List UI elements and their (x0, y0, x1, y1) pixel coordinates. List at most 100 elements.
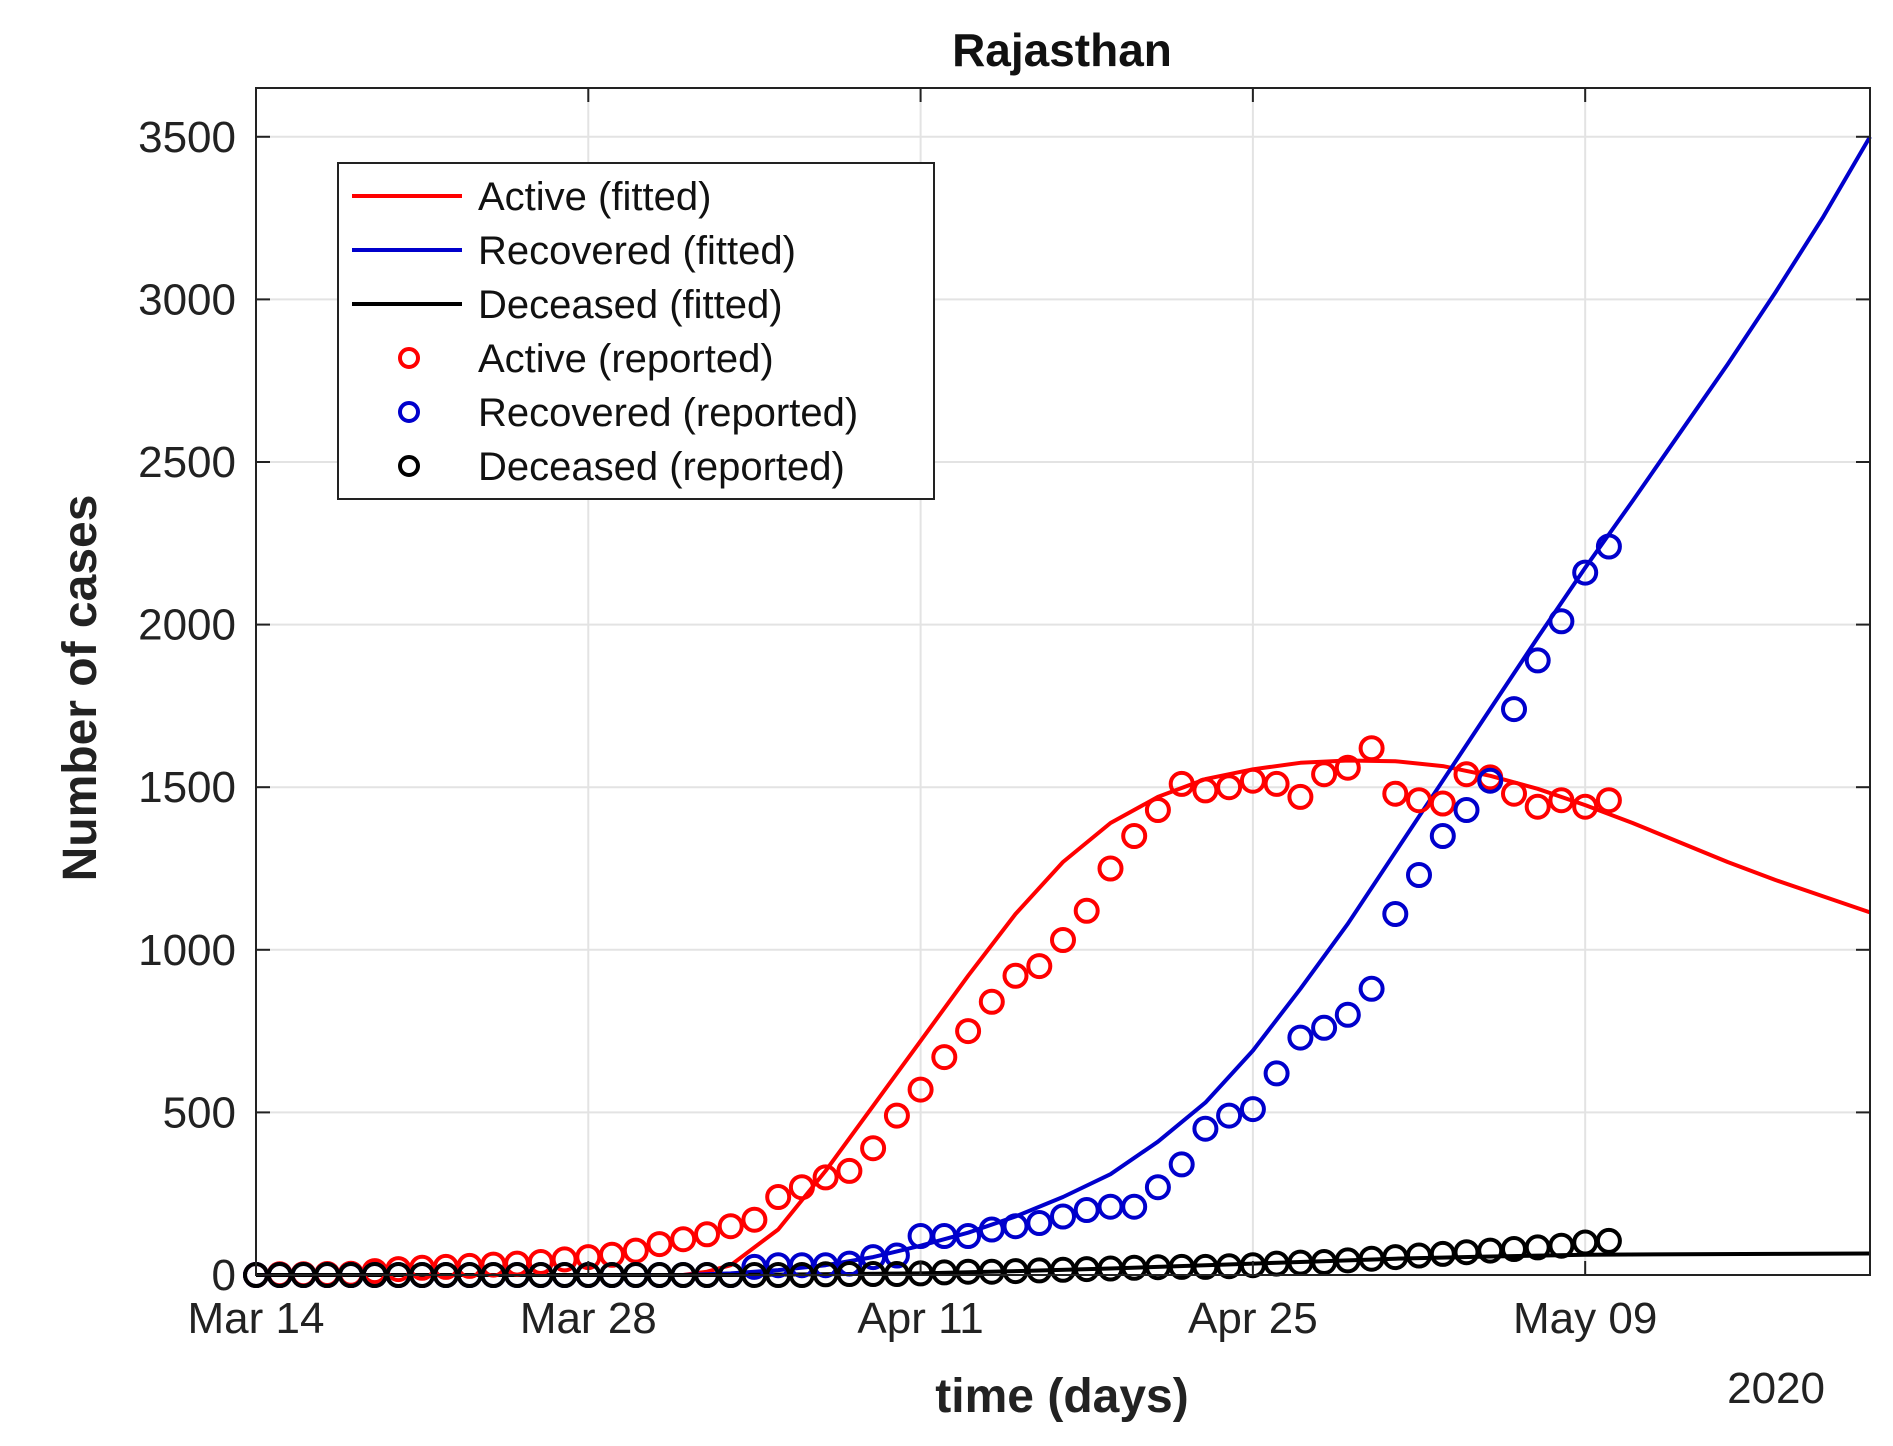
data-point (1287, 1024, 1314, 1051)
data-point (1263, 1060, 1290, 1087)
y-tick-label: 2500 (138, 438, 236, 487)
data-point (1026, 1210, 1053, 1236)
data-point (788, 1174, 815, 1201)
data-point (1121, 1193, 1148, 1220)
data-point (1144, 1174, 1171, 1201)
data-point (1026, 953, 1053, 980)
data-point (907, 1076, 934, 1103)
data-point (1311, 1014, 1338, 1041)
legend-label: Active (reported) (478, 337, 774, 381)
data-point (670, 1226, 697, 1253)
data-point (1239, 767, 1266, 794)
data-point (1168, 770, 1195, 797)
data-point (1334, 1001, 1361, 1028)
y-tick-label: 3000 (138, 275, 236, 324)
x-tick-label: Apr 11 (857, 1294, 983, 1343)
legend-marker-swatch (398, 401, 420, 423)
data-point (1192, 1115, 1219, 1142)
data-point (1144, 797, 1171, 823)
data-point (1572, 559, 1599, 586)
data-point (1334, 754, 1361, 781)
data-point (1406, 787, 1432, 814)
data-point (1453, 797, 1480, 823)
data-point (955, 1223, 982, 1249)
legend-marker-swatch (398, 347, 420, 369)
data-point (694, 1221, 720, 1248)
legend-item: Deceased (reported) (398, 445, 845, 489)
data-point (1453, 761, 1480, 788)
data-point (1192, 777, 1219, 804)
x-tick-label: Mar 28 (520, 1294, 657, 1343)
legend-item: Deceased (fitted) (352, 283, 783, 327)
legend-item: Active (reported) (398, 337, 774, 381)
data-point (1548, 787, 1575, 814)
data-point (1572, 793, 1599, 820)
legend-item: Recovered (fitted) (352, 229, 796, 273)
y-axis-label: Number of cases (54, 495, 107, 882)
data-point (1477, 767, 1504, 794)
data-point (1595, 787, 1622, 814)
data-point (1097, 855, 1124, 882)
legend-marker-swatch (398, 455, 420, 477)
y-tick-label: 3500 (138, 113, 236, 162)
data-point (1121, 823, 1148, 849)
data-point (1595, 1227, 1622, 1254)
data-point (1311, 761, 1338, 788)
data-point (1050, 1203, 1076, 1230)
data-point (1216, 1102, 1243, 1129)
data-point (836, 1157, 863, 1184)
data-point (717, 1213, 744, 1240)
data-point (1501, 696, 1527, 723)
legend-label: Active (fitted) (478, 175, 711, 219)
data-point (1595, 533, 1622, 560)
data-point (1239, 1096, 1266, 1123)
data-point (622, 1237, 649, 1264)
data-point (1524, 793, 1551, 820)
data-point (1406, 862, 1432, 888)
data-point (1216, 774, 1243, 801)
data-point (1358, 975, 1385, 1002)
data-point (1382, 901, 1409, 927)
data-point (1050, 927, 1076, 953)
y-tick-label: 500 (163, 1088, 236, 1137)
x-tick-label: May 09 (1513, 1294, 1657, 1343)
data-point (1548, 1232, 1575, 1259)
y-tick-label: 0 (212, 1251, 236, 1300)
data-point (1073, 897, 1100, 924)
y-tick-label: 1000 (138, 926, 236, 975)
axis-ticks: Mar 14 Mar 28 Apr 11 Apr 25 May 09 0 500 1000 15… (138, 88, 1870, 1343)
data-point (1168, 1151, 1195, 1178)
chart-title: Rajasthan (952, 24, 1172, 76)
data-point (1501, 780, 1527, 807)
data-point (646, 1231, 673, 1258)
data-point (1382, 780, 1409, 807)
y-tick-label: 1500 (138, 763, 236, 812)
data-point (1429, 823, 1456, 849)
data-point (978, 988, 1005, 1015)
data-point (1524, 647, 1551, 674)
data-point (978, 1216, 1005, 1243)
data-point (1002, 962, 1029, 989)
data-point (527, 1249, 554, 1275)
data-point (860, 1135, 887, 1162)
data-point (1429, 790, 1456, 817)
data-point (765, 1184, 792, 1210)
legend-label: Deceased (reported) (478, 445, 845, 489)
data-point (812, 1164, 839, 1191)
legend-box (337, 162, 935, 500)
x-axis-label: time (days) (935, 1370, 1188, 1423)
data-point (931, 1044, 958, 1071)
data-point (1002, 1213, 1029, 1240)
series-line (256, 135, 1872, 1277)
x-tick-label: Mar 14 (188, 1294, 325, 1343)
series-active-fitted (256, 758, 1871, 1277)
data-point (1073, 1197, 1100, 1223)
y-tick-label: 2000 (138, 601, 236, 650)
data-point (1287, 783, 1314, 810)
year-label: 2020 (1727, 1364, 1825, 1413)
data-point (741, 1206, 768, 1233)
data-point (1548, 608, 1575, 635)
legend-label: Recovered (reported) (478, 391, 858, 435)
legend-item: Recovered (reported) (398, 391, 858, 435)
